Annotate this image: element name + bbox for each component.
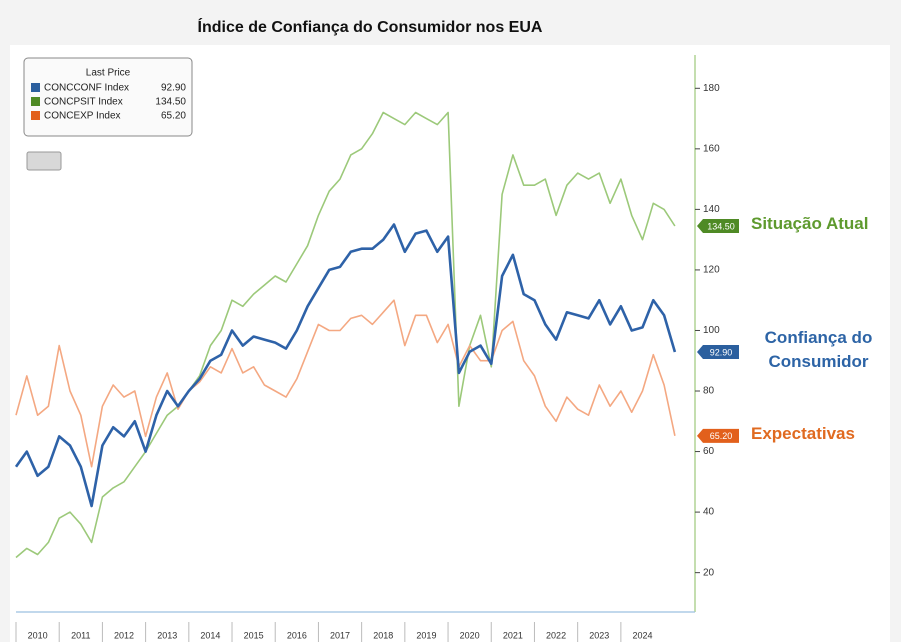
y-tick-label: 20 (703, 567, 715, 578)
legend-value: 65.20 (161, 111, 186, 122)
y-tick-label: 120 (703, 265, 720, 276)
x-tick-label: 2014 (200, 630, 220, 640)
y-tick-label: 160 (703, 143, 720, 154)
legend-value: 134.50 (155, 97, 186, 108)
x-tick-label: 2013 (157, 630, 177, 640)
x-tick-label: 2017 (330, 630, 350, 640)
legend-title: Last Price (86, 68, 131, 79)
legend-swatch (31, 83, 40, 92)
y-tick-label: 100 (703, 325, 720, 336)
y-tick-label: 60 (703, 446, 715, 457)
y-tick-label: 180 (703, 83, 720, 94)
x-tick-label: 2015 (244, 630, 264, 640)
legend-box (23, 57, 193, 137)
last-price-tag-label: 65.20 (710, 431, 733, 441)
x-tick-label: 2012 (114, 630, 134, 640)
legend-swatch (31, 97, 40, 106)
series-line (15, 299, 676, 468)
last-price-tag (697, 428, 739, 443)
y-tick-label: 80 (703, 386, 715, 397)
x-tick-label: 2018 (373, 630, 393, 640)
series-annotation: Expectativas (751, 423, 855, 443)
series-annotation: Situação Atual (751, 214, 869, 234)
x-tick-label: 2011 (71, 630, 90, 640)
chart-tool-button[interactable] (26, 151, 62, 171)
series-annotation: Confiança do Consumidor (764, 327, 873, 371)
y-tick-label: 40 (703, 507, 715, 518)
last-price-tag (697, 219, 739, 234)
x-tick-label: 2019 (416, 630, 436, 640)
last-price-tag (697, 344, 739, 359)
x-tick-label: 2016 (287, 630, 307, 640)
last-price-tag-label: 134.50 (707, 221, 735, 231)
legend-value: 92.90 (161, 83, 186, 94)
x-tick-label: 2024 (632, 630, 652, 640)
legend-label: CONCEXP Index (44, 111, 121, 122)
legend-label: CONCCONF Index (44, 83, 129, 94)
x-tick-label: 2020 (460, 630, 480, 640)
x-tick-label: 2021 (503, 630, 523, 640)
x-tick-label: 2010 (28, 630, 48, 640)
y-tick-label: 140 (703, 204, 720, 215)
x-tick-label: 2023 (589, 630, 609, 640)
legend-label: CONCPSIT Index (44, 97, 123, 108)
x-tick-label: 2022 (546, 630, 566, 640)
legend-swatch (31, 111, 40, 120)
series-line (14, 223, 677, 508)
last-price-tag-label: 92.90 (710, 347, 733, 357)
chart-title: Índice de Confiança do Consumidor nos EU… (198, 17, 543, 36)
series-line (15, 111, 676, 559)
